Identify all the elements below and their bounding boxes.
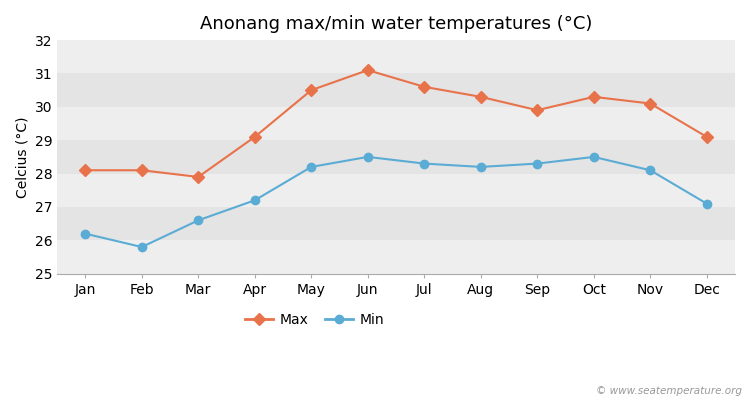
Min xyxy=(81,231,90,236)
Legend: Max, Min: Max, Min xyxy=(239,307,390,332)
Min xyxy=(420,161,429,166)
Title: Anonang max/min water temperatures (°C): Anonang max/min water temperatures (°C) xyxy=(200,15,592,33)
Max xyxy=(251,134,260,139)
Max xyxy=(476,94,485,99)
Bar xyxy=(57,207,735,240)
Bar xyxy=(57,74,735,107)
Line: Max: Max xyxy=(81,66,711,181)
Max xyxy=(420,84,429,89)
Line: Min: Min xyxy=(81,153,711,251)
Max xyxy=(137,168,146,173)
Min xyxy=(137,245,146,250)
Max xyxy=(307,88,316,92)
Min xyxy=(532,161,542,166)
Max xyxy=(363,68,372,72)
Bar xyxy=(57,140,735,174)
Min xyxy=(590,154,598,159)
Max xyxy=(702,134,711,139)
Min xyxy=(194,218,202,223)
Min xyxy=(476,164,485,169)
Max xyxy=(590,94,598,99)
Bar xyxy=(57,174,735,207)
Bar xyxy=(57,107,735,140)
Bar xyxy=(57,40,735,74)
Bar xyxy=(57,240,735,274)
Y-axis label: Celcius (°C): Celcius (°C) xyxy=(15,116,29,198)
Max xyxy=(646,101,655,106)
Min xyxy=(363,154,372,159)
Min xyxy=(307,164,316,169)
Min xyxy=(702,201,711,206)
Max xyxy=(194,174,202,179)
Max xyxy=(81,168,90,173)
Min xyxy=(251,198,260,203)
Text: © www.seatemperature.org: © www.seatemperature.org xyxy=(596,386,742,396)
Max xyxy=(532,108,542,112)
Min xyxy=(646,168,655,173)
